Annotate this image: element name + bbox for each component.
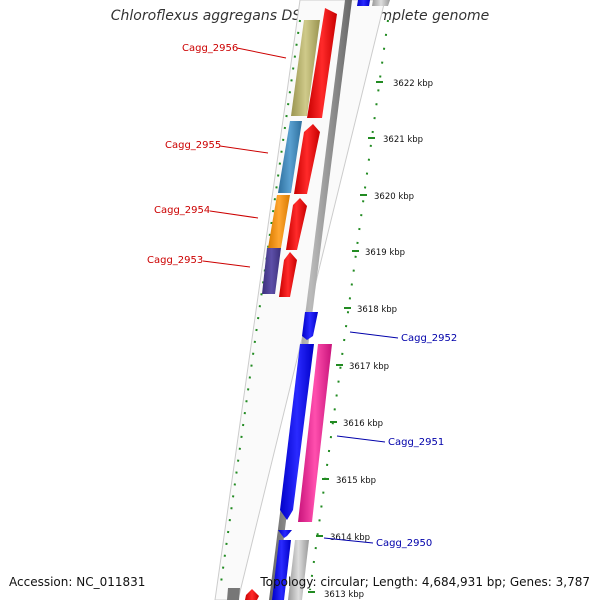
tick-label: 3614 kbp — [330, 533, 370, 543]
gene-arrow-cagg-2956 — [307, 8, 337, 118]
gene-arrow-cagg-2951 — [280, 344, 314, 520]
gene-arrow-cagg-2955 — [294, 124, 320, 194]
gene-label-text[interactable]: Cagg_2951 — [388, 437, 444, 448]
bottom-red-fragment — [245, 589, 259, 600]
tick-label: 3619 kbp — [365, 248, 405, 258]
tick-3614: 3614 kbp — [316, 533, 370, 543]
gene-block-blue-lower — [272, 540, 291, 600]
tick-3620: 3620 kbp — [360, 192, 414, 202]
tick-3615: 3615 kbp — [322, 476, 376, 486]
tick-3613: 3613 kbp — [308, 590, 364, 600]
top-blue-fragment — [357, 0, 370, 6]
gene-label-cagg-2952[interactable]: Cagg_2952 — [349, 331, 457, 344]
gene-label-text[interactable]: Cagg_2950 — [376, 538, 432, 549]
tick-3622: 3622 kbp — [376, 79, 433, 89]
tick-label: 3620 kbp — [374, 192, 414, 202]
gene-label-cagg-2953[interactable]: Cagg_2953 — [147, 255, 251, 268]
tick-label: 3615 kbp — [336, 476, 376, 486]
gene-arrow-cagg-2950 — [278, 530, 292, 538]
top-grey-fragment — [372, 0, 390, 6]
tick-3616: 3616 kbp — [330, 419, 383, 429]
genome-summary-text: Topology: circular; Length: 4,684,931 bp… — [260, 575, 590, 589]
gene-label-cagg-2956[interactable]: Cagg_2956 — [182, 43, 287, 59]
accession-text: Accession: NC_011831 — [9, 575, 146, 589]
tick-label: 3616 kbp — [343, 419, 383, 429]
gene-block-grey-lower — [288, 540, 309, 600]
gene-label-cagg-2955[interactable]: Cagg_2955 — [165, 140, 269, 154]
gene-label-text[interactable]: Cagg_2953 — [147, 255, 203, 266]
bottom-grey-fragment — [227, 588, 240, 600]
tick-label: 3621 kbp — [383, 135, 423, 145]
tick-label: 3622 kbp — [393, 79, 433, 89]
gene-pink-arrow — [298, 344, 332, 522]
gene-arrow-cagg-2952 — [302, 312, 318, 340]
gene-label-text[interactable]: Cagg_2955 — [165, 140, 221, 151]
tick-3621: 3621 kbp — [368, 135, 423, 145]
gene-label-cagg-2951[interactable]: Cagg_2951 — [336, 435, 444, 448]
gene-label-cagg-2950[interactable]: Cagg_2950 — [323, 537, 432, 549]
tick-3618: 3618 kbp — [344, 305, 397, 315]
outer-band-outline — [214, 0, 386, 600]
gene-label-text[interactable]: Cagg_2954 — [154, 205, 210, 216]
gene-arrow-cagg-2953 — [279, 252, 297, 297]
gene-block-purple — [262, 248, 281, 294]
tick-3617: 3617 kbp — [336, 362, 389, 372]
tick-label: 3613 kbp — [324, 590, 364, 600]
tick-label: 3618 kbp — [357, 305, 397, 315]
tick-label: 3617 kbp — [349, 362, 389, 372]
gene-block-orange — [268, 195, 290, 248]
tick-3619: 3619 kbp — [352, 248, 405, 258]
gene-label-cagg-2954[interactable]: Cagg_2954 — [154, 205, 259, 219]
gene-block-steel — [278, 121, 302, 193]
gene-label-text[interactable]: Cagg_2952 — [401, 333, 457, 344]
gene-arrow-cagg-2954 — [286, 198, 307, 250]
gene-label-text[interactable]: Cagg_2956 — [182, 43, 238, 54]
gene-block-olive — [291, 20, 320, 116]
